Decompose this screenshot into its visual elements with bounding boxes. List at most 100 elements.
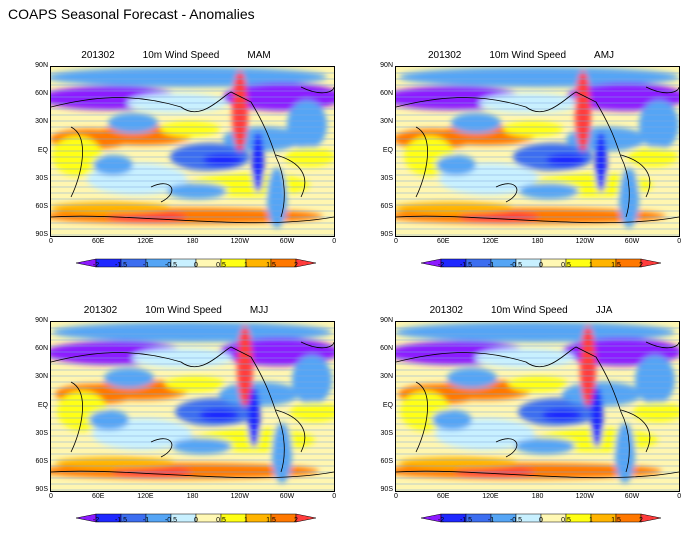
anomaly-region <box>167 183 227 199</box>
colorbar-label: 1 <box>244 517 248 524</box>
x-tick-label: 120W <box>575 493 594 500</box>
colorbar <box>420 258 662 268</box>
x-tick-label: 0 <box>332 493 337 500</box>
colorbar-label: 0 <box>194 517 198 524</box>
y-tick-label: 90N <box>35 317 48 324</box>
y-tick-label: 60S <box>35 203 48 210</box>
colorbar-label: -2 <box>92 517 100 524</box>
panel-season: AMJ <box>594 50 615 61</box>
colorbar-label: -1.5 <box>114 517 128 524</box>
y-tick-label: 30N <box>380 373 393 381</box>
anomaly-region <box>451 113 501 133</box>
panel-variable: 10m Wind Speed <box>145 305 222 316</box>
x-tick-label: 60W <box>624 238 640 245</box>
x-tick-label: 120E <box>482 493 499 500</box>
colorbar-over-arrow <box>295 513 317 523</box>
y-tick-label: 90N <box>35 62 48 69</box>
anomaly-region <box>639 100 679 150</box>
coastline <box>396 86 679 224</box>
anomaly-region <box>252 132 264 192</box>
y-tick-label: 30S <box>35 174 48 182</box>
y-tick-label: 30N <box>35 118 48 126</box>
panel-season: MAM <box>247 50 271 61</box>
anomaly-region <box>396 322 675 342</box>
x-tick-label: 180 <box>186 493 199 500</box>
colorbar-label: 2 <box>294 517 298 524</box>
y-tick-label: 60S <box>35 458 48 465</box>
figure-title: COAPS Seasonal Forecast - Anomalies <box>8 6 255 22</box>
anomaly-region <box>203 154 243 166</box>
anomaly-region <box>55 457 175 469</box>
x-tick-label: 0 <box>49 238 53 245</box>
colorbar <box>75 258 317 268</box>
panel-variable: 10m Wind Speed <box>142 50 220 61</box>
colorbar-over-arrow <box>640 513 662 523</box>
x-tick-label: 120E <box>137 238 154 245</box>
x-tick-label: 120W <box>230 238 249 245</box>
colorbar <box>420 513 662 523</box>
anomaly-region <box>542 409 582 421</box>
colorbar-label: -2 <box>437 262 445 269</box>
x-tick-label: 120W <box>575 238 594 245</box>
x-tick-label: 60W <box>624 493 640 500</box>
y-tick-label: 90S <box>380 231 393 239</box>
x-tick-label: 60E <box>436 493 450 500</box>
x-tick-label: 0 <box>677 238 682 245</box>
x-tick-label: 60E <box>91 493 105 500</box>
anomaly-region <box>508 376 568 392</box>
anomaly-region <box>503 121 563 137</box>
anomaly-region <box>635 355 675 405</box>
x-tick-label: 120E <box>482 238 499 245</box>
colorbar-label: 2 <box>639 262 643 269</box>
panel-title: 201302 10m Wind Speed MJJ <box>6 305 346 316</box>
colorbar-label: 1.5 <box>266 517 276 524</box>
panel-variable: 10m Wind Speed <box>489 50 567 61</box>
anomaly-region <box>272 423 292 483</box>
x-tick-label: 0 <box>677 493 682 500</box>
y-tick-label: EQ <box>37 146 48 154</box>
colorbar-label: -0.5 <box>509 517 523 524</box>
anomaly-region <box>52 136 102 176</box>
anomaly-region <box>160 121 220 137</box>
coastline <box>51 86 334 224</box>
y-tick-label: EQ <box>37 401 48 409</box>
colorbar-over-arrow <box>640 258 662 268</box>
anomaly-map <box>50 321 335 492</box>
forecast-panel-amj: 201302 10m Wind Speed AMJ 90N 60N 30N EQ 30S 60S… <box>351 50 681 290</box>
anomaly-region <box>104 368 154 388</box>
colorbar-label: -1 <box>487 262 495 269</box>
x-tick-label: 60E <box>91 238 105 245</box>
anomaly-region <box>399 67 679 87</box>
colorbar-label: 1 <box>589 262 593 269</box>
colorbar-label: -0.5 <box>164 262 178 269</box>
x-tick-label: 0 <box>49 493 53 500</box>
anomaly-region <box>52 322 332 342</box>
y-tick-label: 90S <box>35 486 48 494</box>
panel-title: 201302 10m Wind Speed MAM <box>6 50 346 61</box>
anomaly-region <box>287 100 327 150</box>
y-tick-label: 60S <box>380 203 393 210</box>
colorbar-label: 0 <box>539 517 543 524</box>
anomaly-region <box>292 355 332 405</box>
panel-date: 201302 <box>83 305 118 316</box>
y-tick-label: 90S <box>380 486 393 494</box>
colorbar-label: 0 <box>194 262 198 269</box>
colorbar-label: -1 <box>487 517 495 524</box>
colorbar-label: -1.5 <box>459 517 473 524</box>
panel-title: 201302 10m Wind Speed JJA <box>351 305 688 316</box>
anomaly-region <box>398 457 518 469</box>
y-tick-label: 60N <box>380 90 393 98</box>
x-tick-label: 0 <box>394 238 398 245</box>
colorbar-over-arrow <box>295 258 317 268</box>
anomaly-map <box>395 321 680 492</box>
y-tick-label: EQ <box>382 146 393 154</box>
anomaly-region <box>519 183 579 199</box>
colorbar <box>75 513 317 523</box>
anomaly-region <box>447 368 497 388</box>
anomaly-region <box>436 155 476 175</box>
y-tick-label: 30S <box>380 174 393 182</box>
colorbar-label: 1 <box>589 517 593 524</box>
anomaly-region <box>595 132 607 192</box>
y-tick-label: 30N <box>35 373 48 381</box>
colorbar-label: 1.5 <box>611 262 621 269</box>
